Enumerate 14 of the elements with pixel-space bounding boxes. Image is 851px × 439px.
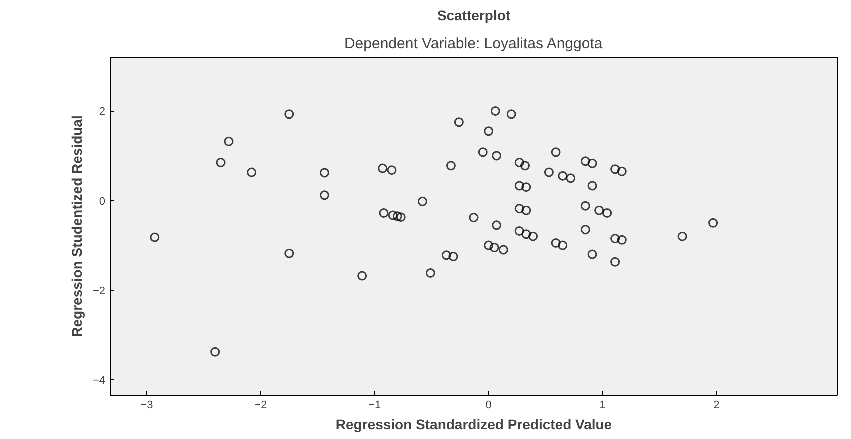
x-axis-title: Regression Standardized Predicted Value [336, 416, 612, 432]
y-tick-label: 2 [99, 106, 106, 118]
y-tick-label: 0 [99, 196, 106, 208]
y-axis-title: Regression Studentized Residual [68, 116, 85, 338]
y-tick-label: −2 [92, 285, 106, 298]
chart-title: Scatterplot [437, 8, 511, 24]
y-tick-label: −4 [92, 374, 106, 387]
x-tick-label: −3 [140, 400, 154, 412]
x-tick-label: −1 [368, 400, 382, 412]
x-tick-label: 0 [486, 400, 492, 412]
x-tick-label: −2 [254, 400, 268, 412]
x-tick-label: 2 [714, 400, 720, 412]
x-tick-label: 1 [600, 400, 606, 412]
chart-subtitle: Dependent Variable: Loyalitas Anggota [344, 36, 604, 52]
